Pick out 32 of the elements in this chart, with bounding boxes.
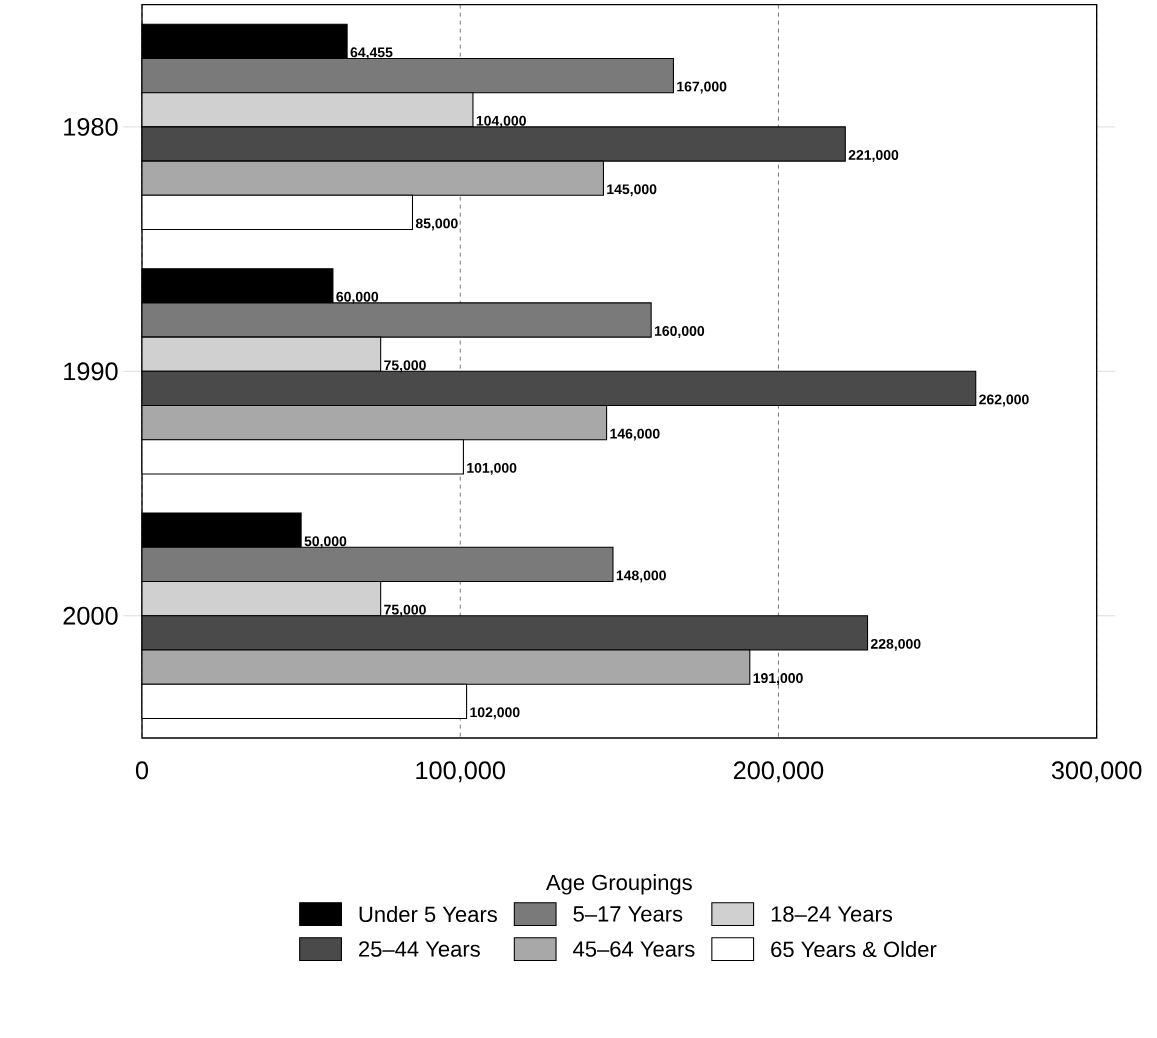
- data-label: 146,000: [610, 428, 660, 441]
- data-label: 160,000: [654, 326, 705, 338]
- y-tick-label: 1980: [64, 117, 118, 136]
- data-label: 104,000: [476, 115, 526, 128]
- data-label: 191,000: [753, 673, 803, 686]
- data-label: 102,000: [470, 707, 520, 720]
- data-label: 221,000: [848, 150, 899, 162]
- x-tick-label: 100,000: [416, 761, 505, 783]
- data-label: 228,000: [870, 638, 921, 651]
- y-tick-label: 2000: [63, 606, 118, 625]
- y-tick-label: 1990: [64, 362, 118, 381]
- data-label: 145,000: [607, 184, 657, 197]
- data-label: 148,000: [616, 570, 666, 583]
- x-tick-label: 0: [135, 761, 149, 780]
- data-label: 50,000: [304, 536, 347, 549]
- data-label: 167,000: [677, 81, 727, 94]
- data-label: 85,000: [415, 218, 458, 231]
- legend-label: 18–24 Years: [771, 906, 893, 922]
- data-label: 60,000: [336, 291, 379, 304]
- legend-label: 65 Years & Older: [771, 940, 937, 958]
- data-label: 101,000: [467, 462, 517, 475]
- legend-label: 25–44 Years: [359, 941, 480, 957]
- legend-label: Under 5 Years: [359, 905, 497, 923]
- legend-label: 45–64 Years: [573, 941, 695, 957]
- x-tick-label: 200,000: [733, 761, 824, 783]
- data-label: 75,000: [384, 604, 426, 617]
- legend-label: 5–17 Years: [573, 906, 683, 922]
- x-tick-label: 300,000: [1051, 761, 1142, 783]
- data-label: 75,000: [384, 360, 426, 373]
- legend-title: Age Groupings: [546, 874, 692, 895]
- data-label: 64,455: [350, 47, 393, 60]
- data-label: 262,000: [979, 394, 1029, 407]
